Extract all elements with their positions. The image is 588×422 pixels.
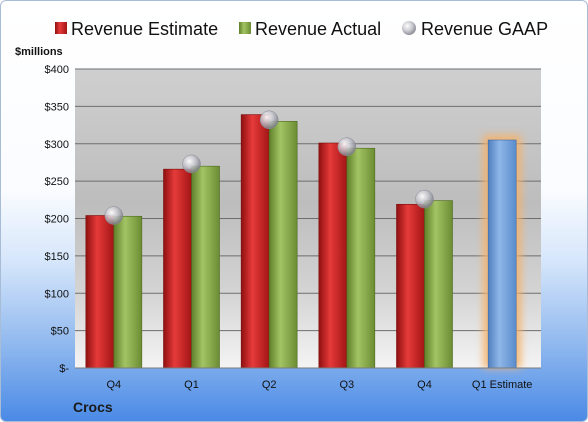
y-tick-label: $150	[45, 251, 69, 263]
x-tick-label: Q3	[339, 379, 354, 391]
gridlines	[75, 68, 541, 332]
legend-item-revenue-actual: Revenue Actual	[239, 19, 381, 39]
y-tick-label: $300	[45, 139, 69, 151]
legend-swatch-revenue-actual	[239, 22, 251, 34]
bar-revenue-actual	[268, 121, 298, 369]
y-tick-label: $200	[45, 214, 69, 226]
marker-revenue-gaap	[415, 189, 434, 209]
bars	[85, 114, 522, 369]
legend-label-revenue-gaap: Revenue GAAP	[421, 19, 548, 39]
y-tick-label: $50	[51, 326, 69, 338]
marker-revenue-gaap	[259, 110, 279, 130]
x-tick-label: Q1	[184, 379, 199, 391]
marker-revenue-gaap	[104, 206, 124, 225]
y-axis-unit-label: $millions	[15, 46, 63, 58]
bar-q1-estimate	[487, 139, 517, 369]
x-tick-label: Q4	[417, 379, 432, 391]
y-tick-label: $100	[45, 288, 69, 300]
legend-item-revenue-gaap: Revenue GAAP	[402, 19, 548, 39]
x-tick-label: Q4	[106, 379, 121, 391]
y-tick-label: $350	[45, 101, 69, 113]
y-tick-label: $-	[59, 363, 69, 375]
bar-revenue-estimate	[396, 203, 425, 369]
bar-revenue-actual	[191, 165, 220, 369]
legend-item-revenue-estimate: Revenue Estimate	[55, 19, 218, 39]
bar-revenue-actual	[346, 147, 376, 369]
legend-swatch-revenue-estimate	[55, 22, 67, 34]
legend-label-revenue-actual: Revenue Actual	[255, 19, 381, 39]
y-tick-label: $250	[45, 176, 69, 188]
bar-revenue-actual	[424, 200, 453, 369]
gaap-markers	[104, 110, 434, 225]
bar-revenue-actual	[113, 215, 143, 369]
marker-revenue-gaap	[337, 137, 357, 156]
bar-revenue-estimate	[163, 168, 192, 369]
x-axis-ticks: Q4 Q1 Q2 Q3 Q4 Q1 Estimate	[106, 379, 532, 391]
x-tick-label: Q1 Estimate	[472, 379, 533, 391]
legend-label-revenue-estimate: Revenue Estimate	[71, 19, 218, 39]
y-tick-label: $400	[45, 64, 69, 76]
bar-revenue-estimate	[318, 142, 348, 369]
x-tick-label: Q2	[262, 379, 277, 391]
bar-revenue-estimate	[85, 215, 115, 369]
bar-revenue-estimate	[240, 114, 270, 369]
legend-marker-revenue-gaap	[402, 21, 416, 35]
legend: Revenue Estimate Revenue Actual Revenue …	[55, 19, 548, 39]
company-name: Crocs	[73, 399, 113, 415]
y-axis-ticks: $- $50 $100 $150 $200 $250 $300 $350 $400	[45, 64, 70, 375]
marker-revenue-gaap	[182, 154, 201, 174]
